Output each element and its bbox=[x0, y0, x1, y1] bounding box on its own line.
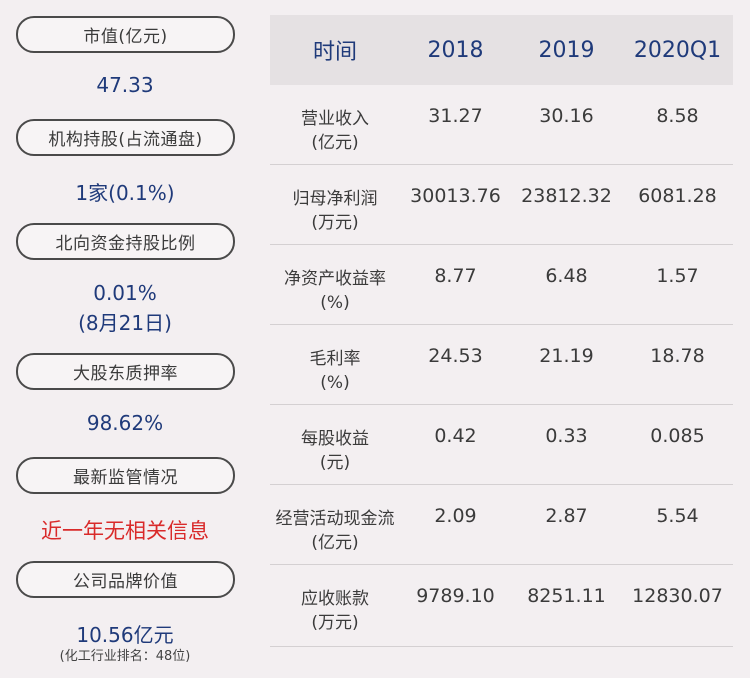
table-row: 每股收益 (元) 0.42 0.33 0.085 bbox=[270, 405, 733, 485]
cell-2018: 31.27 bbox=[428, 105, 483, 127]
cell-2020q1: 18.78 bbox=[650, 345, 705, 367]
row-label: 净资产收益率 (%) bbox=[270, 245, 400, 315]
brand-rank-note: (化工行业排名：48位) bbox=[59, 649, 191, 664]
brand-value-value: 10.56亿元 bbox=[76, 623, 174, 647]
row-label-unit: (亿元) bbox=[311, 133, 359, 153]
cell-2018: 24.53 bbox=[428, 345, 483, 367]
pledge-ratio-value: 98.62% bbox=[86, 411, 164, 435]
header-2019: 2019 bbox=[538, 37, 595, 63]
row-label: 毛利率 (%) bbox=[270, 325, 400, 395]
row-label-main: 经营活动现金流 bbox=[275, 509, 395, 529]
table-row: 净资产收益率 (%) 8.77 6.48 1.57 bbox=[270, 245, 733, 325]
table-row: 经营活动现金流 (亿元) 2.09 2.87 5.54 bbox=[270, 485, 733, 565]
northbound-ratio-value: 0.01% bbox=[93, 281, 157, 305]
row-label-main: 归母净利润 bbox=[292, 189, 378, 209]
row-label-unit: (元) bbox=[319, 453, 351, 473]
row-label-unit: (万元) bbox=[311, 213, 359, 233]
pledge-ratio-label: 大股东质押率 bbox=[16, 353, 235, 390]
northbound-ratio-label: 北向资金持股比例 bbox=[16, 223, 235, 260]
header-2020q1: 2020Q1 bbox=[633, 37, 722, 63]
row-label: 经营活动现金流 (亿元) bbox=[270, 485, 400, 555]
market-cap-label: 市值(亿元) bbox=[16, 16, 235, 53]
table-row: 毛利率 (%) 24.53 21.19 18.78 bbox=[270, 325, 733, 405]
institution-holding-label: 机构持股(占流通盘) bbox=[16, 119, 235, 156]
row-label-unit: (万元) bbox=[311, 613, 359, 633]
row-label: 归母净利润 (万元) bbox=[270, 165, 400, 235]
cell-2018: 9789.10 bbox=[416, 585, 495, 607]
table-row: 应收账款 (万元) 9789.10 8251.11 12830.07 bbox=[270, 565, 733, 647]
financial-table: 时间 2018 2019 2020Q1 营业收入 (亿元) 31.27 30.1… bbox=[270, 15, 733, 647]
cell-2019: 8251.11 bbox=[527, 585, 606, 607]
cell-2019: 2.87 bbox=[545, 505, 588, 527]
cell-2020q1: 1.57 bbox=[656, 265, 699, 287]
row-label: 每股收益 (元) bbox=[270, 405, 400, 475]
cell-2020q1: 0.085 bbox=[650, 425, 705, 447]
institution-holding-value: 1家(0.1%) bbox=[75, 181, 175, 205]
cell-2020q1: 6081.28 bbox=[638, 185, 717, 207]
market-cap-value: 47.33 bbox=[96, 73, 154, 97]
row-label-main: 营业收入 bbox=[301, 109, 369, 129]
regulation-label: 最新监管情况 bbox=[16, 457, 235, 494]
cell-2019: 6.48 bbox=[545, 265, 588, 287]
left-summary-panel: 市值(亿元) 47.33 机构持股(占流通盘) 1家(0.1%) 北向资金持股比… bbox=[0, 0, 250, 678]
cell-2019: 21.19 bbox=[539, 345, 594, 367]
row-label-main: 应收账款 bbox=[301, 589, 369, 609]
cell-2018: 30013.76 bbox=[410, 185, 501, 207]
row-label-main: 每股收益 bbox=[301, 429, 369, 449]
cell-2020q1: 12830.07 bbox=[632, 585, 723, 607]
header-period: 时间 bbox=[312, 40, 357, 65]
row-label: 营业收入 (亿元) bbox=[270, 85, 400, 155]
northbound-ratio-date: (8月21日) bbox=[78, 311, 172, 335]
table-header: 时间 2018 2019 2020Q1 bbox=[270, 15, 733, 85]
table-row: 归母净利润 (万元) 30013.76 23812.32 6081.28 bbox=[270, 165, 733, 245]
row-label-main: 净资产收益率 bbox=[284, 269, 386, 289]
header-2018: 2018 bbox=[427, 37, 484, 63]
cell-2020q1: 8.58 bbox=[656, 105, 699, 127]
row-label-unit: (亿元) bbox=[311, 533, 359, 553]
cell-2019: 23812.32 bbox=[521, 185, 612, 207]
cell-2019: 30.16 bbox=[539, 105, 594, 127]
cell-2019: 0.33 bbox=[545, 425, 588, 447]
row-label-unit: (%) bbox=[320, 293, 350, 313]
cell-2018: 8.77 bbox=[434, 265, 477, 287]
cell-2018: 2.09 bbox=[434, 505, 477, 527]
row-label-main: 毛利率 bbox=[309, 349, 361, 369]
cell-2020q1: 5.54 bbox=[656, 505, 699, 527]
brand-value-label: 公司品牌价值 bbox=[16, 561, 235, 598]
cell-2018: 0.42 bbox=[434, 425, 477, 447]
table-row: 营业收入 (亿元) 31.27 30.16 8.58 bbox=[270, 85, 733, 165]
row-label-unit: (%) bbox=[320, 373, 350, 393]
row-label: 应收账款 (万元) bbox=[270, 565, 400, 635]
regulation-value: 近一年无相关信息 bbox=[41, 519, 209, 543]
